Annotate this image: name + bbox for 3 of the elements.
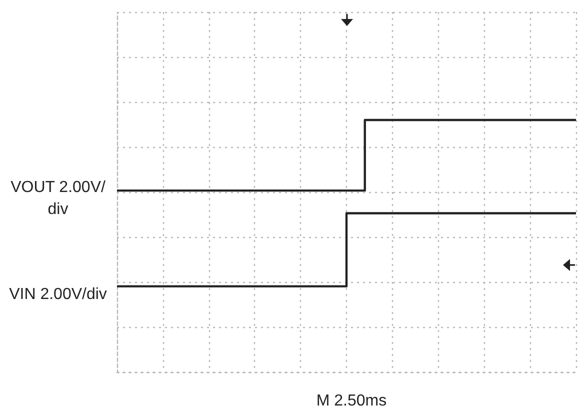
x-axis-title: M 2.50ms [316, 392, 387, 410]
series-label: VOUT 2.00V/div [10, 179, 106, 218]
series-label: VIN 2.00V/div [9, 286, 107, 303]
